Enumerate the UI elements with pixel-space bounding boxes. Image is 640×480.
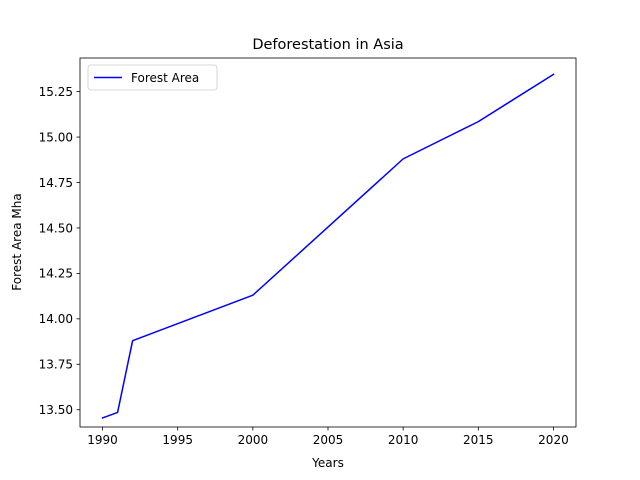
- x-tick-label: 2010: [388, 433, 419, 447]
- y-tick-label: 14.00: [39, 312, 73, 326]
- y-tick-label: 13.50: [39, 403, 73, 417]
- y-tick-label: 14.75: [39, 176, 73, 190]
- y-tick-label: 15.00: [39, 130, 73, 144]
- x-tick-label: 2005: [313, 433, 344, 447]
- y-axis-ticks: 13.50 13.75 14.00 14.25 14.50 14.75 15.00 15.25: [39, 85, 80, 417]
- y-tick-label: 15.25: [39, 85, 73, 99]
- x-tick-label: 1990: [87, 433, 118, 447]
- y-tick-label: 14.25: [39, 267, 73, 281]
- legend: Forest Area: [87, 64, 218, 91]
- y-tick-label: 14.50: [39, 221, 73, 235]
- y-axis-label: Forest Area Mha: [10, 193, 24, 290]
- x-tick-label: 2015: [463, 433, 494, 447]
- x-tick-label: 2000: [238, 433, 269, 447]
- legend-entry: Forest Area: [131, 71, 199, 85]
- legend-box: [87, 64, 218, 91]
- x-tick-label: 1995: [162, 433, 193, 447]
- x-tick-label: 2020: [538, 433, 569, 447]
- chart-title: Deforestation in Asia: [252, 37, 403, 53]
- x-axis-label: Years: [311, 456, 344, 470]
- y-tick-label: 13.75: [39, 358, 73, 372]
- x-axis-ticks: 1990 1995 2000 2005 2010 2015 2020: [87, 427, 569, 447]
